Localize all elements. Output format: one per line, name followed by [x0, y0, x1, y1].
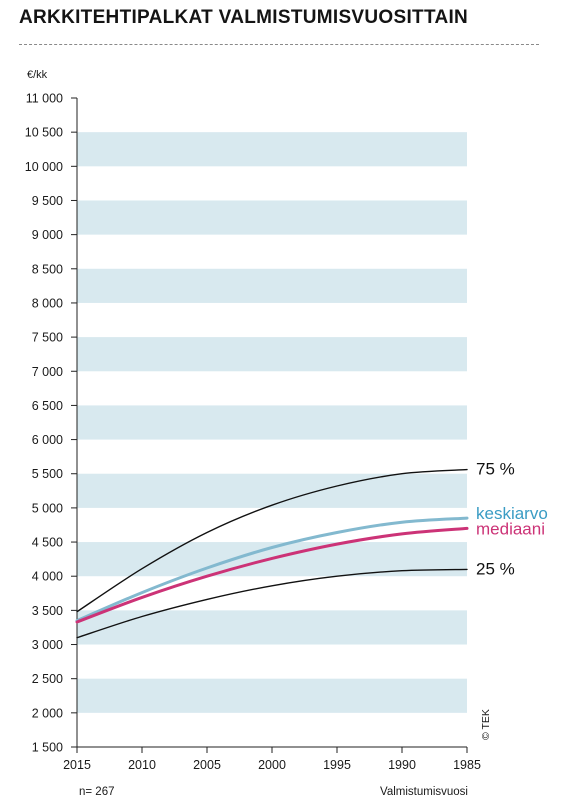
series-label-mean: keskiarvo — [476, 504, 548, 523]
y-axis: 1 500 2 000 2 500 3 000 3 500 4 000 4 500 5 000… — [25, 92, 78, 755]
series-label-p25: 25 % — [476, 559, 515, 578]
y-tick-label: 11 000 — [26, 92, 63, 106]
x-tick-label: 2000 — [258, 758, 286, 772]
series-lines — [75, 468, 469, 639]
y-axis-unit-label: €/kk — [27, 69, 48, 81]
chart-title: ARKKITEHTIPALKAT VALMISTUMISVUOSITTAIN — [19, 7, 469, 28]
grid-band — [77, 405, 467, 440]
y-tick-label: 8 500 — [32, 262, 63, 276]
y-tick-label: 9 500 — [32, 194, 63, 208]
background-bands — [77, 132, 467, 713]
y-tick-label: 9 000 — [32, 228, 63, 242]
x-tick-label: 2010 — [128, 758, 156, 772]
y-tick-label: 7 000 — [32, 365, 63, 379]
y-tick-label: 3 000 — [32, 638, 63, 652]
series-label-p75: 75 % — [476, 460, 515, 479]
x-tick-label: 1990 — [388, 758, 416, 772]
y-tick-label: 6 500 — [32, 399, 63, 413]
y-tick-label: 3 500 — [32, 604, 63, 618]
y-tick-label: 4 500 — [32, 536, 63, 550]
y-tick-label: 10 500 — [25, 126, 63, 140]
series-label-median: mediaani — [476, 519, 545, 538]
y-tick-label: 1 500 — [32, 741, 63, 755]
grid-band — [77, 268, 467, 303]
series-line-median — [75, 526, 469, 624]
series-line-p75 — [76, 468, 468, 613]
x-axis-title: Valmistumisvuosi — [380, 786, 468, 798]
x-tick-label: 2015 — [63, 758, 91, 772]
x-axis: 2015 2010 2005 2000 1995 1990 1985 — [63, 746, 481, 772]
series-line-p25 — [76, 568, 468, 639]
grid-band — [77, 610, 467, 645]
y-tick-label: 5 000 — [32, 501, 63, 515]
series-line-mean — [75, 516, 469, 623]
y-tick-label: 2 500 — [32, 672, 63, 686]
y-tick-label: 8 000 — [32, 296, 63, 310]
grid-band — [77, 337, 467, 372]
y-tick-label: 4 000 — [32, 570, 63, 584]
y-tick-label: 10 000 — [25, 160, 63, 174]
y-tick-label: 5 500 — [32, 467, 63, 481]
x-tick-label: 2005 — [193, 758, 221, 772]
x-tick-label: 1985 — [453, 758, 481, 772]
grid-band — [77, 132, 467, 167]
title-divider — [19, 44, 539, 45]
y-tick-label: 2 000 — [32, 706, 63, 720]
grid-band — [77, 678, 467, 713]
sample-size-note: n= 267 — [79, 786, 115, 798]
y-tick-label: 6 000 — [32, 433, 63, 447]
copyright-label: © TEK — [480, 709, 492, 740]
grid-band — [77, 200, 467, 235]
grid-band — [77, 473, 467, 508]
x-tick-label: 1995 — [323, 758, 351, 772]
y-tick-label: 7 500 — [32, 331, 63, 345]
